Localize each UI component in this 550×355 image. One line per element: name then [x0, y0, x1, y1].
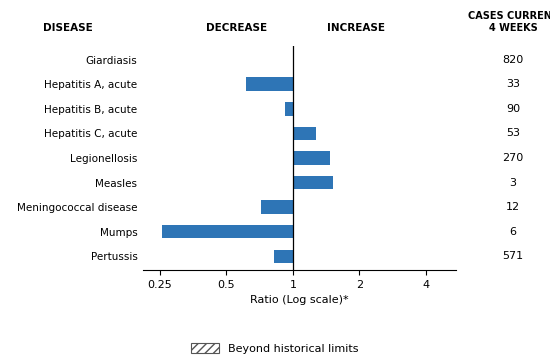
X-axis label: Ratio (Log scale)*: Ratio (Log scale)* [250, 295, 349, 305]
Bar [246, 77, 293, 91]
Text: 12: 12 [506, 202, 520, 212]
Text: 270: 270 [502, 153, 524, 163]
Text: 33: 33 [506, 79, 520, 89]
Text: 6: 6 [509, 227, 516, 237]
Bar [261, 200, 293, 214]
Text: 53: 53 [506, 129, 520, 138]
Bar [274, 250, 293, 263]
Bar [293, 151, 330, 165]
Bar [285, 102, 293, 116]
Bar [293, 127, 316, 140]
Legend: Beyond historical limits: Beyond historical limits [186, 338, 362, 355]
Text: 90: 90 [506, 104, 520, 114]
Bar [162, 225, 293, 239]
Text: INCREASE: INCREASE [327, 23, 385, 33]
Text: CASES CURRENT
4 WEEKS: CASES CURRENT 4 WEEKS [468, 11, 550, 33]
Text: 820: 820 [502, 55, 524, 65]
Bar [293, 176, 333, 189]
Text: DECREASE: DECREASE [206, 23, 268, 33]
Text: DISEASE: DISEASE [43, 23, 92, 33]
Text: 3: 3 [509, 178, 516, 187]
Text: 571: 571 [502, 251, 524, 261]
